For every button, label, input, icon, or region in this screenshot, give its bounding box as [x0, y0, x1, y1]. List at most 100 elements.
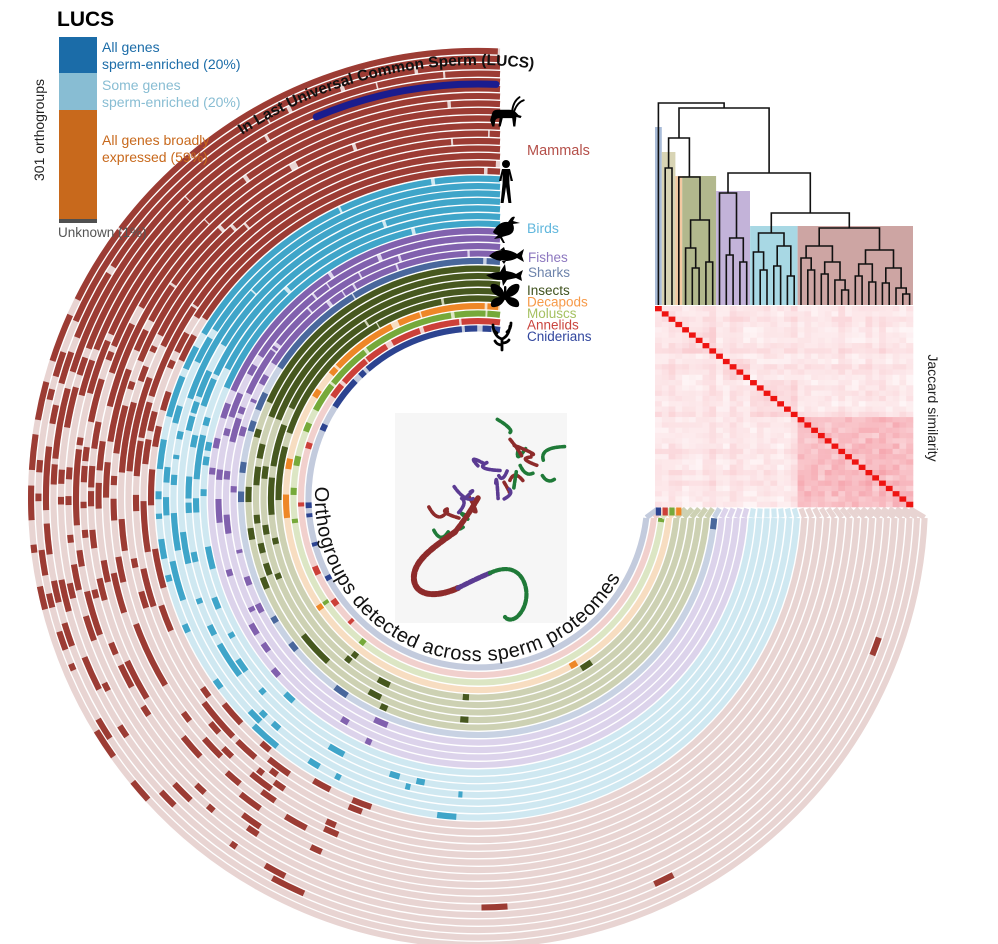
heatmap-cell [790, 385, 798, 391]
heatmap-cell [858, 374, 866, 381]
heatmap-cell [865, 406, 873, 413]
heatmap-cell [858, 501, 866, 508]
heatmap-cell [682, 316, 690, 323]
heatmap-cell [682, 459, 690, 465]
heatmap-cell [661, 369, 669, 376]
heatmap-cell [804, 374, 812, 381]
heatmap-cell [736, 454, 744, 460]
heatmap-cell [824, 358, 832, 365]
heatmap-cell [743, 406, 751, 413]
heatmap-cell [743, 464, 751, 471]
heatmap-cell [811, 443, 819, 450]
fan-strip-fishes-12 [734, 507, 743, 519]
heatmap-cell [722, 348, 730, 354]
heatmap-cell [763, 480, 771, 487]
heatmap-cell [784, 390, 792, 397]
heatmap-cell [763, 337, 771, 344]
jaccard-similarity-label: Jaccard similarity [925, 354, 941, 461]
heatmap-cell [743, 501, 751, 508]
heatmap-cell [695, 306, 703, 312]
heatmap-cell [722, 448, 730, 455]
heatmap-cell [790, 380, 798, 386]
heatmap-cell [838, 491, 846, 497]
heatmap-cell [682, 306, 690, 312]
heatmap-cell [824, 348, 832, 354]
heatmap-cell [906, 321, 914, 328]
heatmap-cell [858, 422, 866, 428]
heatmap-cell [851, 390, 859, 397]
heatmap-cell [906, 501, 914, 508]
heatmap-cell [716, 380, 724, 386]
heatmap-cell [688, 332, 697, 339]
heatmap-cell [851, 321, 859, 328]
heatmap-cell [709, 432, 717, 439]
heatmap-cell [804, 390, 812, 397]
heatmap-cell [695, 443, 703, 450]
heatmap-cell [661, 469, 669, 476]
heatmap-cell [709, 348, 717, 354]
heatmap-cell [838, 448, 846, 455]
heatmap-cell [906, 475, 914, 481]
heatmap-cell [756, 422, 764, 428]
legend-item-2-line-1: Some genes [102, 77, 181, 93]
sperm-ribbon-coil [518, 463, 535, 476]
heatmap-cell [906, 427, 914, 434]
heatmap-cell [661, 343, 669, 349]
heatmap-cell [892, 358, 900, 365]
heatmap-cell [743, 348, 751, 354]
heatmap-cell [709, 332, 717, 339]
heatmap-cell [668, 469, 676, 476]
heatmap-cell [756, 448, 764, 455]
sperm-ribbon-coil [494, 477, 500, 501]
heatmap-cell [892, 353, 900, 360]
heatmap-cell [879, 432, 887, 439]
heatmap-cell [851, 459, 859, 465]
heatmap-cell [797, 406, 805, 413]
heatmap-cell [729, 432, 737, 439]
sperm-ribbon-coil [508, 437, 524, 459]
sperm-ribbon-coil [471, 457, 488, 468]
heatmap-cell [743, 390, 751, 397]
heatmap-cell [722, 353, 730, 360]
heatmap-cell [668, 480, 676, 487]
heatmap-cell [736, 380, 744, 386]
heatmap-cell [668, 343, 676, 349]
heatmap-cell [695, 464, 703, 471]
sperm-structure-illustration [395, 413, 567, 623]
heatmap-cell [879, 448, 887, 455]
heatmap-cell [709, 311, 717, 317]
heatmap-cell [777, 469, 785, 476]
heatmap-cell [688, 316, 697, 323]
heatmap-cell [892, 491, 900, 497]
heatmap-cell [736, 427, 744, 434]
heatmap-cell [763, 395, 771, 402]
heatmap-cell [729, 469, 737, 476]
heatmap-cell [736, 353, 744, 360]
heatmap-cell [804, 438, 812, 444]
heatmap-cell [858, 380, 866, 386]
fan-strip-birds-18 [778, 508, 785, 518]
heatmap-cell [885, 358, 893, 365]
heatmap-cell [811, 364, 819, 370]
heatmap-cell [872, 395, 880, 402]
heatmap-cell [838, 337, 846, 344]
heatmap-cell [763, 485, 771, 492]
heatmap-cell [797, 475, 805, 481]
heatmap-cell [851, 443, 859, 450]
heatmap-cell [682, 464, 690, 471]
ring-blocks-mammals-8 [88, 107, 868, 889]
heatmap-cell [858, 427, 866, 434]
heatmap-cell [879, 417, 887, 423]
heatmap-cell [824, 306, 832, 312]
heatmap-cell [872, 454, 880, 460]
heatmap-cell [661, 395, 669, 402]
heatmap-cell [668, 385, 676, 391]
heatmap-cell [790, 332, 798, 339]
heatmap-cell [831, 459, 839, 465]
heatmap-cell [770, 327, 778, 333]
heatmap-cell [831, 485, 839, 492]
shark-icon [486, 264, 523, 286]
heatmap-cell [702, 364, 710, 370]
heatmap-cell [838, 380, 846, 386]
heatmap-cell [906, 448, 914, 455]
